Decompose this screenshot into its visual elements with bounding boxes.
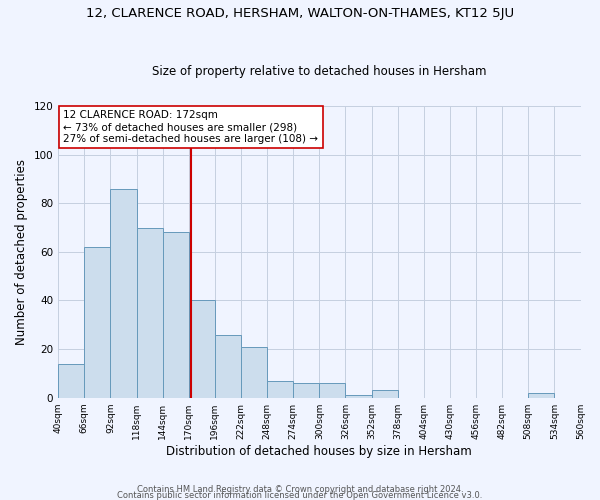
Text: 12, CLARENCE ROAD, HERSHAM, WALTON-ON-THAMES, KT12 5JU: 12, CLARENCE ROAD, HERSHAM, WALTON-ON-TH… [86,8,514,20]
Bar [137,228,163,398]
Bar [215,334,241,398]
Bar [319,383,346,398]
Y-axis label: Number of detached properties: Number of detached properties [15,159,28,345]
Bar [267,380,293,398]
Bar [371,390,398,398]
X-axis label: Distribution of detached houses by size in Hersham: Distribution of detached houses by size … [166,444,472,458]
Bar [528,393,554,398]
Bar [163,232,189,398]
Bar [293,383,319,398]
Text: Contains HM Land Registry data © Crown copyright and database right 2024.: Contains HM Land Registry data © Crown c… [137,484,463,494]
Bar [110,188,137,398]
Bar [241,346,267,398]
Bar [346,396,371,398]
Text: Contains public sector information licensed under the Open Government Licence v3: Contains public sector information licen… [118,490,482,500]
Text: 12 CLARENCE ROAD: 172sqm
← 73% of detached houses are smaller (298)
27% of semi-: 12 CLARENCE ROAD: 172sqm ← 73% of detach… [64,110,319,144]
Title: Size of property relative to detached houses in Hersham: Size of property relative to detached ho… [152,66,487,78]
Bar [58,364,84,398]
Bar [84,247,110,398]
Bar [189,300,215,398]
